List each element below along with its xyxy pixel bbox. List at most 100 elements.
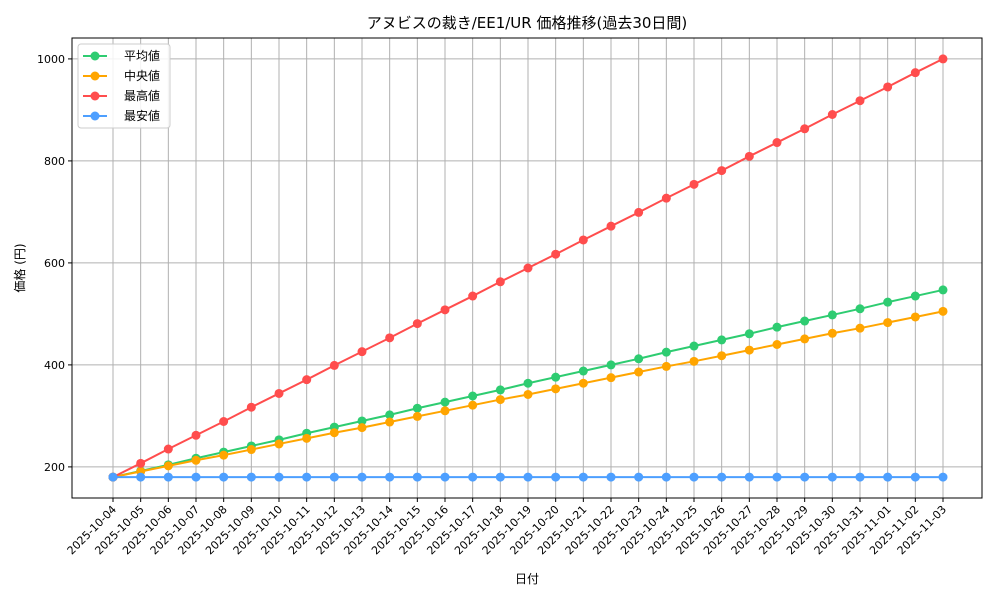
data-point — [606, 221, 616, 231]
data-point — [357, 472, 367, 482]
data-point — [495, 395, 505, 405]
axis-ticks: 2025-10-042025-10-052025-10-062025-10-07… — [37, 53, 949, 557]
data-point — [689, 179, 699, 189]
data-point — [827, 472, 837, 482]
data-point — [440, 397, 450, 407]
data-point — [551, 472, 561, 482]
data-point — [744, 329, 754, 339]
data-point — [495, 472, 505, 482]
data-point — [357, 347, 367, 357]
data-point — [744, 472, 754, 482]
data-point — [357, 416, 367, 426]
data-point — [800, 316, 810, 326]
data-point — [329, 472, 339, 482]
data-point — [855, 304, 865, 314]
data-point — [274, 472, 284, 482]
data-point — [302, 472, 312, 482]
chart-title: アヌビスの裁き/EE1/UR 価格推移(過去30日間) — [367, 14, 688, 32]
data-point — [855, 323, 865, 333]
data-point — [634, 354, 644, 364]
data-point — [634, 367, 644, 377]
data-point — [412, 411, 422, 421]
data-point — [827, 328, 837, 338]
legend-marker — [90, 51, 100, 61]
data-point — [717, 472, 727, 482]
data-point — [219, 417, 229, 427]
data-point — [634, 207, 644, 217]
y-tick-label: 800 — [44, 155, 65, 168]
data-point — [219, 472, 229, 482]
data-point — [634, 472, 644, 482]
data-point — [468, 472, 478, 482]
y-tick-label: 600 — [44, 257, 65, 270]
data-point — [772, 339, 782, 349]
data-point — [163, 461, 173, 471]
data-point — [385, 333, 395, 343]
data-point — [412, 472, 422, 482]
data-point — [883, 318, 893, 328]
legend-marker — [90, 71, 100, 81]
data-point — [191, 455, 201, 465]
data-point — [717, 335, 727, 345]
data-point — [551, 249, 561, 259]
data-point — [689, 356, 699, 366]
data-point — [329, 360, 339, 370]
data-point — [246, 445, 256, 455]
data-point — [883, 472, 893, 482]
data-point — [412, 319, 422, 329]
data-point — [938, 306, 948, 316]
grid — [72, 38, 982, 498]
data-point — [302, 375, 312, 385]
data-point — [855, 472, 865, 482]
data-point — [938, 285, 948, 295]
data-point — [938, 472, 948, 482]
data-point — [523, 378, 533, 388]
data-point — [606, 472, 616, 482]
data-point — [136, 472, 146, 482]
data-point — [551, 372, 561, 382]
data-point — [219, 450, 229, 460]
data-point — [440, 305, 450, 315]
data-point — [468, 291, 478, 301]
data-point — [246, 472, 256, 482]
data-point — [883, 82, 893, 92]
data-point — [578, 366, 588, 376]
data-point — [661, 193, 671, 203]
data-point — [551, 384, 561, 394]
data-point — [274, 388, 284, 398]
legend-marker — [90, 91, 100, 101]
data-point — [800, 472, 810, 482]
legend-label: 最高値 — [124, 88, 160, 103]
data-point — [191, 472, 201, 482]
plot-frame — [71, 37, 983, 499]
data-point — [578, 235, 588, 245]
data-point — [800, 124, 810, 134]
series-lines — [108, 54, 948, 482]
data-point — [385, 417, 395, 427]
series-中央値 — [108, 306, 948, 482]
data-point — [689, 472, 699, 482]
data-point — [606, 360, 616, 370]
data-point — [495, 385, 505, 395]
data-point — [163, 444, 173, 454]
data-point — [910, 312, 920, 322]
data-point — [717, 351, 727, 361]
y-tick-label: 400 — [44, 359, 65, 372]
data-point — [855, 96, 865, 106]
data-point — [523, 389, 533, 399]
data-point — [246, 402, 256, 412]
data-point — [910, 68, 920, 78]
data-point — [136, 458, 146, 468]
data-point — [717, 166, 727, 176]
data-point — [661, 472, 671, 482]
data-point — [883, 297, 893, 307]
data-point — [523, 263, 533, 273]
data-point — [329, 428, 339, 438]
data-point — [744, 345, 754, 355]
data-point — [468, 400, 478, 410]
data-point — [938, 54, 948, 64]
data-point — [191, 430, 201, 440]
legend-box — [77, 43, 171, 129]
data-point — [468, 391, 478, 401]
